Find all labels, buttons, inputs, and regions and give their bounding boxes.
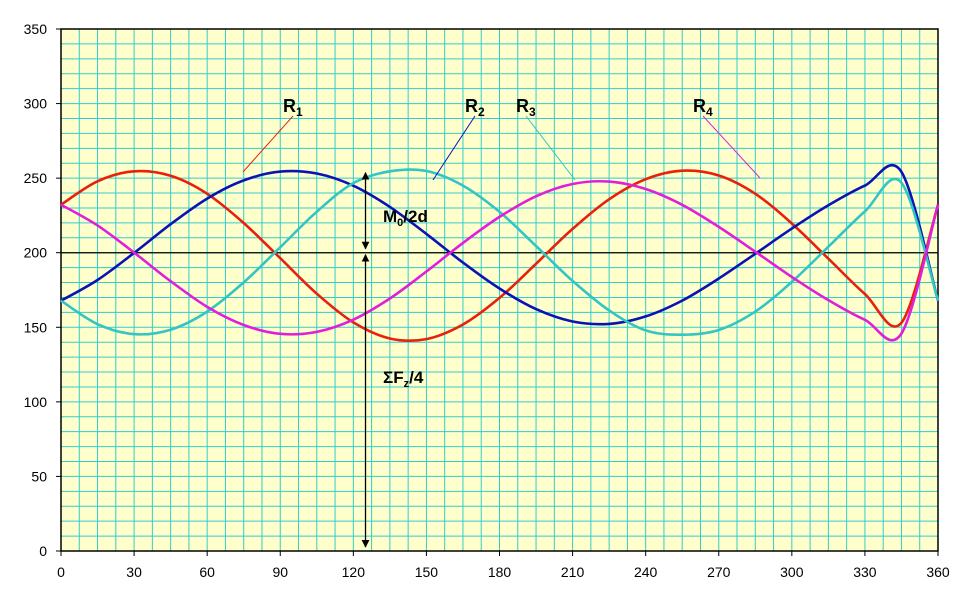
y-tick-label: 250 bbox=[24, 170, 48, 186]
y-tick-label: 150 bbox=[24, 319, 48, 335]
y-tick-label: 0 bbox=[39, 543, 47, 559]
y-tick-label: 300 bbox=[24, 96, 48, 112]
x-tick-label: 90 bbox=[272, 564, 288, 580]
y-tick-label: 50 bbox=[31, 468, 47, 484]
x-tick-label: 30 bbox=[126, 564, 142, 580]
x-tick-label: 330 bbox=[853, 564, 877, 580]
series-line-r2 bbox=[60, 163, 940, 326]
x-tick-label: 360 bbox=[926, 564, 950, 580]
x-tick-label: 180 bbox=[488, 564, 512, 580]
y-tick-label: 200 bbox=[24, 245, 48, 261]
y-tick-label: 100 bbox=[24, 394, 48, 410]
series-labels: R1 R2 R3 R4 bbox=[242, 96, 761, 181]
annotation-label: ΣFz/4 bbox=[383, 368, 424, 390]
x-tick-label: 210 bbox=[561, 564, 585, 580]
x-tick-label: 150 bbox=[415, 564, 439, 580]
leader-line-r4 bbox=[702, 115, 761, 179]
annotation-label: M0/2d bbox=[383, 207, 428, 229]
x-tick-label: 270 bbox=[707, 564, 731, 580]
series-label-r1: R1 bbox=[283, 96, 303, 119]
x-tick-label: 60 bbox=[199, 564, 215, 580]
x-tick-label: 300 bbox=[780, 564, 804, 580]
x-tick-label: 0 bbox=[57, 564, 65, 580]
series-line-r4 bbox=[60, 179, 940, 342]
series-label-r4: R4 bbox=[693, 96, 713, 119]
series-label-r3: R3 bbox=[516, 96, 536, 119]
x-tick-label: 120 bbox=[342, 564, 366, 580]
y-tick-label: 350 bbox=[24, 21, 48, 37]
series-label-r2: R2 bbox=[465, 96, 485, 119]
grid bbox=[60, 28, 939, 552]
leader-line-r1 bbox=[242, 115, 294, 173]
series-line-r3 bbox=[60, 168, 940, 337]
annotations: M0/2d ΣFz/4 bbox=[361, 171, 428, 548]
leader-line-r3 bbox=[525, 115, 576, 181]
x-tick-label: 240 bbox=[634, 564, 658, 580]
leader-line-r2 bbox=[432, 115, 476, 181]
series-lines bbox=[60, 163, 940, 343]
tick-labels: 0 30 60 90 120 150 180 210 240 270 300 330 360 0 50 100… bbox=[24, 21, 950, 580]
